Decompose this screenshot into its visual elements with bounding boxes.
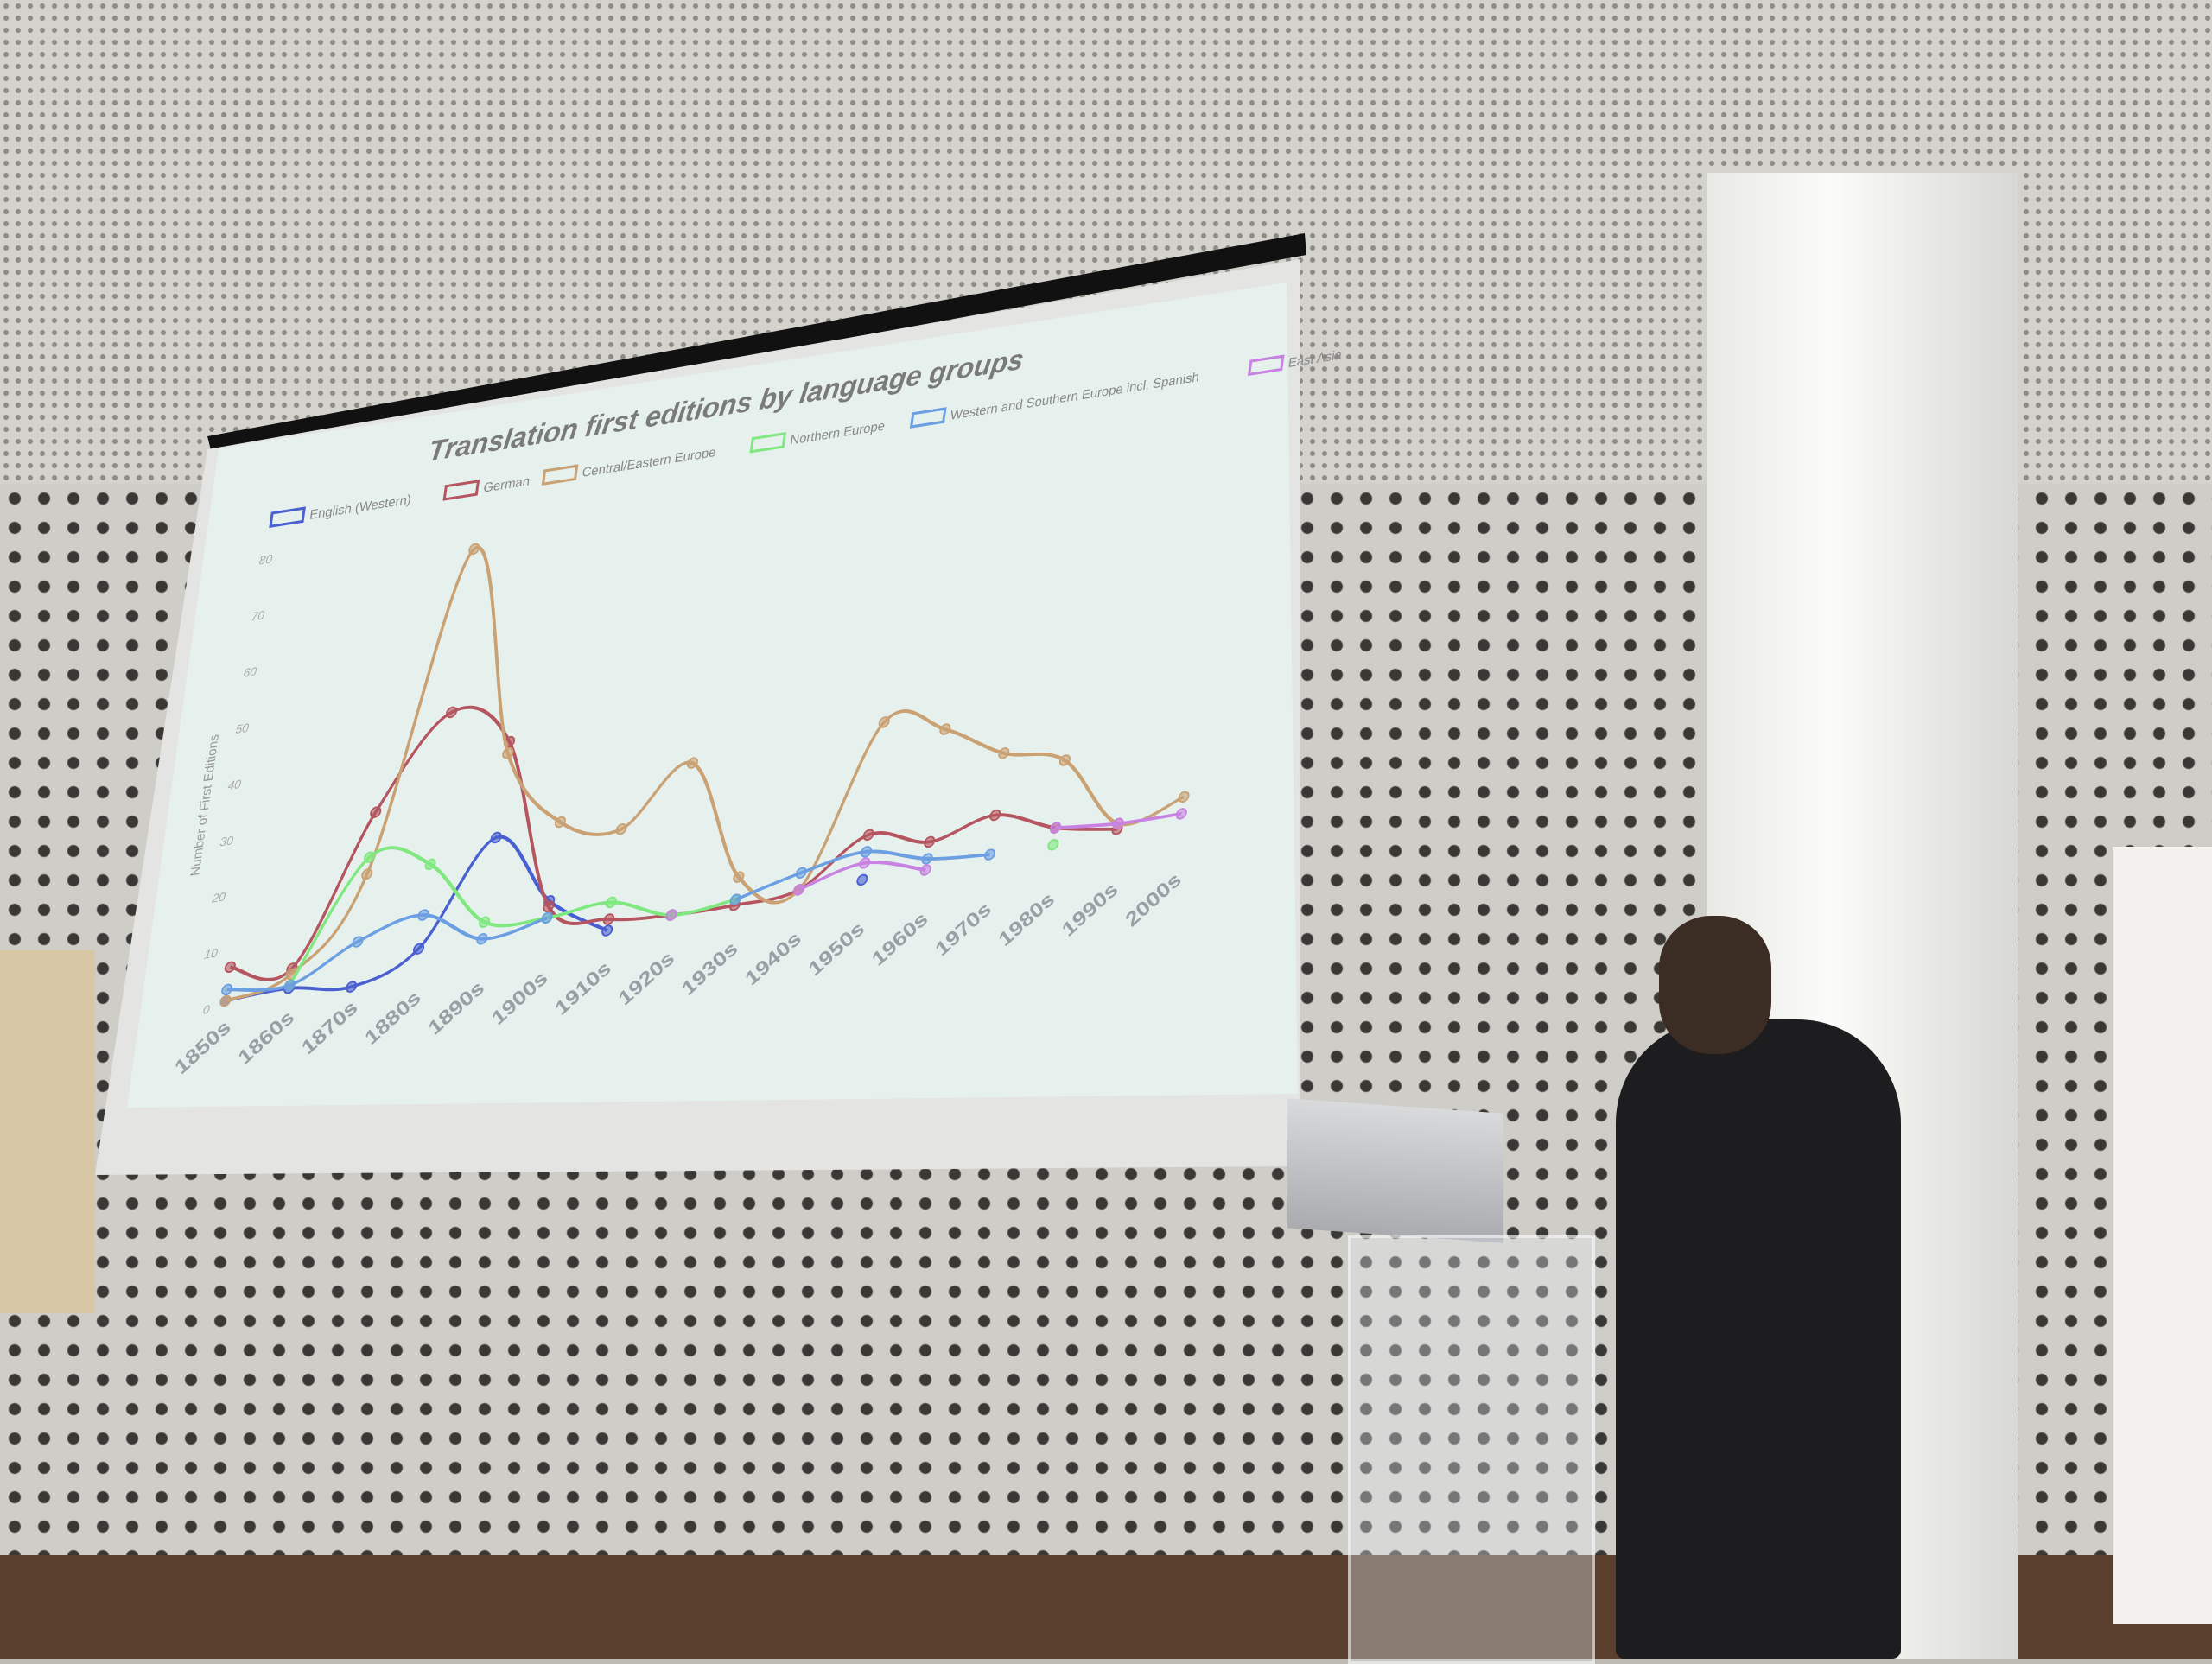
legend-swatch	[269, 506, 306, 529]
data-point	[729, 893, 741, 905]
data-point	[615, 822, 627, 835]
speaker-head	[1659, 916, 1771, 1054]
data-point	[476, 933, 488, 945]
data-point	[792, 884, 805, 896]
data-point	[1049, 822, 1062, 834]
data-point	[352, 936, 364, 948]
data-point	[479, 916, 491, 928]
screen-housing	[207, 233, 1306, 454]
data-point	[370, 806, 382, 818]
y-tick-label: 60	[243, 664, 258, 680]
data-point	[989, 809, 1001, 822]
legend-swatch	[442, 480, 480, 501]
data-point	[541, 911, 553, 924]
data-point	[1058, 754, 1071, 766]
legend-swatch	[909, 407, 947, 429]
data-point	[543, 900, 555, 913]
data-point	[224, 961, 236, 974]
data-point	[983, 848, 996, 861]
plot-area	[219, 543, 1190, 1007]
y-tick-label: 30	[219, 833, 235, 848]
data-point	[665, 909, 677, 921]
y-tick-label: 10	[203, 945, 219, 961]
data-point	[601, 924, 613, 937]
data-point	[1047, 838, 1059, 851]
data-point	[219, 994, 232, 1007]
y-axis: 0 10 20 30 40 50 60 70 80	[202, 551, 274, 1017]
left-banner	[0, 950, 95, 1313]
slide-background	[127, 283, 1298, 1108]
data-point	[1175, 808, 1187, 820]
data-point	[346, 981, 358, 993]
data-point	[490, 831, 502, 844]
podium	[1348, 1235, 1595, 1664]
data-point	[468, 543, 480, 556]
laptop	[1287, 1098, 1503, 1243]
data-point	[363, 851, 376, 863]
data-point	[919, 864, 931, 876]
data-point	[412, 943, 425, 955]
data-point	[283, 979, 296, 992]
data-point	[924, 835, 936, 848]
data-point	[502, 746, 514, 759]
y-tick-label: 80	[258, 551, 274, 567]
data-point	[1112, 817, 1124, 830]
data-point	[998, 747, 1010, 759]
data-point	[795, 867, 807, 880]
data-point	[602, 913, 615, 925]
data-point	[686, 757, 698, 769]
data-point	[221, 983, 233, 996]
speaker	[1616, 1019, 1901, 1659]
legend-swatch	[749, 431, 787, 454]
data-point	[862, 829, 874, 842]
right-banner	[2113, 847, 2212, 1624]
y-tick-label: 70	[251, 607, 266, 623]
y-tick-label: 50	[235, 721, 251, 736]
data-point	[859, 857, 871, 869]
data-point	[554, 816, 566, 829]
data-point	[939, 723, 951, 735]
data-point	[733, 871, 745, 883]
data-point	[860, 846, 872, 858]
data-point	[856, 873, 868, 886]
data-point	[446, 706, 458, 719]
data-point	[361, 868, 373, 880]
data-point	[605, 896, 617, 909]
y-tick-label: 40	[227, 777, 243, 792]
y-tick-label: 20	[211, 889, 227, 905]
data-point	[417, 909, 429, 921]
data-point	[1178, 791, 1190, 803]
y-tick-label: 0	[202, 1002, 211, 1017]
data-point	[921, 853, 933, 865]
data-point	[424, 858, 436, 871]
data-point	[878, 716, 890, 728]
legend-swatch	[541, 464, 579, 486]
legend-swatch	[1247, 354, 1285, 377]
